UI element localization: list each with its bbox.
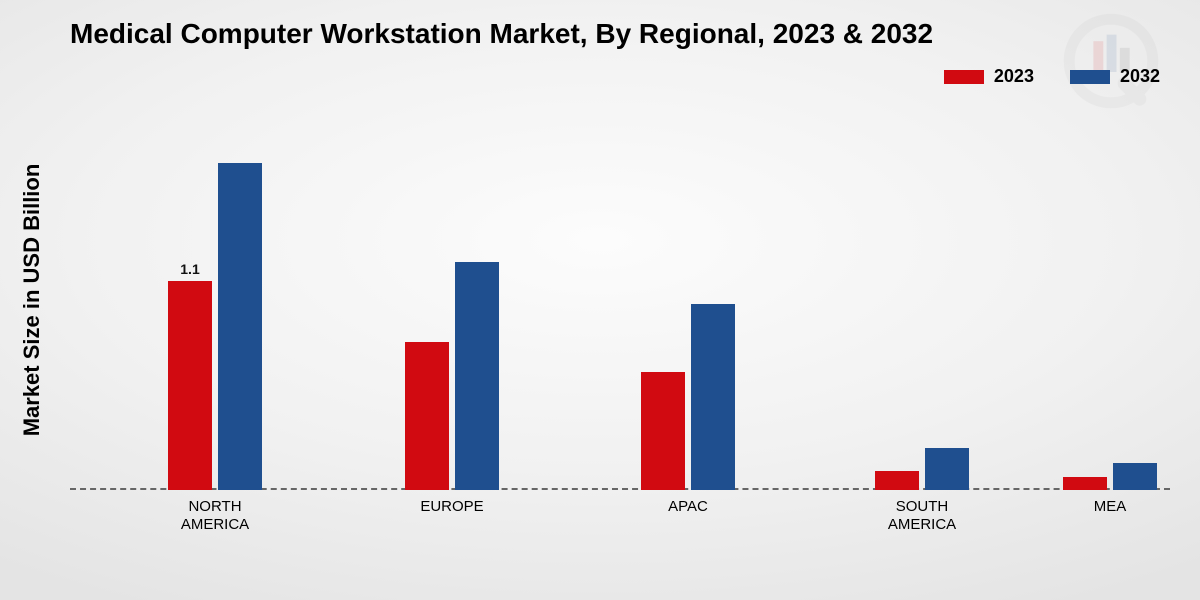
x-label-sa: SOUTH AMERICA [888,498,956,534]
bar-group-na [128,163,303,490]
chart-title: Medical Computer Workstation Market, By … [70,18,933,50]
bar-na-2023 [168,281,212,490]
legend-label-2032: 2032 [1120,66,1160,87]
bar-mea-2032 [1113,463,1157,490]
legend-label-2023: 2023 [994,66,1034,87]
plot-area: 1.1 [70,110,1170,490]
bar-sa-2023 [875,471,919,490]
chart-stage: Medical Computer Workstation Market, By … [0,0,1200,600]
x-label-mea: MEA [1094,498,1127,516]
value-label: 1.1 [180,261,199,277]
bar-mea-2023 [1063,477,1107,490]
legend: 2023 2032 [944,66,1160,87]
bar-eu-2032 [455,262,499,490]
bar-eu-2023 [405,342,449,490]
bar-ap-2032 [691,304,735,490]
x-label-na: NORTH AMERICA [181,498,249,534]
x-axis-labels: NORTH AMERICA EUROPE APAC SOUTH AMERICA MEA [70,494,1170,554]
bar-group-mea [1023,463,1198,490]
watermark-logo-icon [1056,6,1166,116]
legend-swatch-2023 [944,70,984,84]
legend-item-2023: 2023 [944,66,1034,87]
legend-item-2032: 2032 [1070,66,1160,87]
x-label-eu: EUROPE [420,498,483,516]
y-axis-label: Market Size in USD Billion [19,164,45,437]
bar-group-ap [601,304,776,490]
bar-na-2032 [218,163,262,490]
x-label-ap: APAC [668,498,708,516]
legend-swatch-2032 [1070,70,1110,84]
bar-sa-2032 [925,448,969,490]
bar-group-sa [835,448,1010,490]
bar-group-eu [365,262,540,490]
bar-ap-2023 [641,372,685,490]
